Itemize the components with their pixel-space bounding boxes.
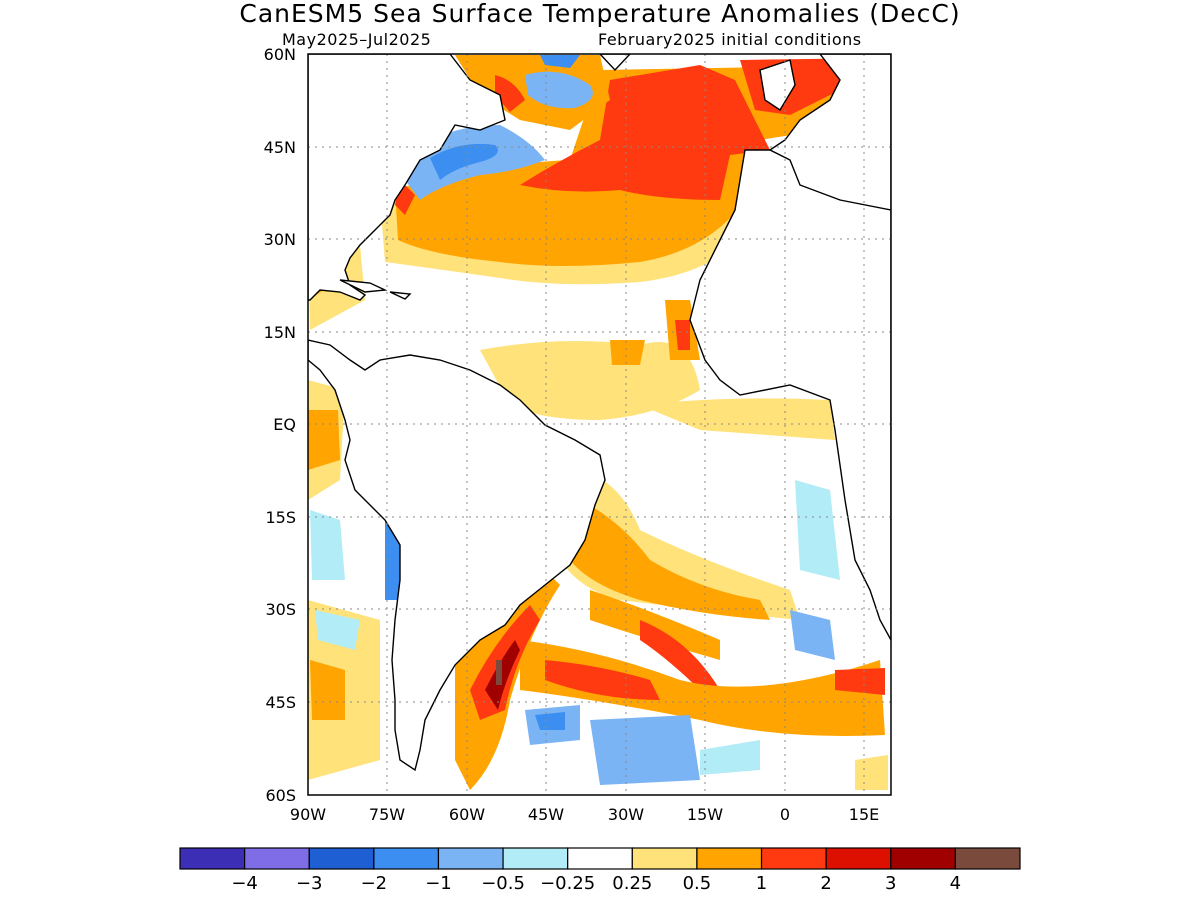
anomaly-region-benguela-cold (795, 480, 840, 580)
anomaly-region-labrador-blue-2 (540, 55, 580, 68)
greenland-land (599, 54, 631, 72)
lon-tick-label: 45W (528, 805, 564, 824)
colorbar-swatch (179, 847, 246, 870)
plot-frame (307, 53, 892, 796)
anomaly-region-south-atlantic-orange-1 (590, 590, 720, 660)
lat-tick-label: 45N (264, 138, 296, 157)
south-america-land (308, 339, 606, 772)
colorbar-label: 0.25 (612, 873, 652, 894)
anomaly-region-eastern-pacific-cold (310, 510, 345, 580)
anomaly-region-southeast-atlantic-cold (790, 610, 835, 660)
lat-tick-label: 60S (265, 786, 296, 805)
lat-tick-label: 60N (264, 45, 296, 64)
colorbar-label: −2 (361, 873, 388, 894)
colorbar-swatch (373, 847, 440, 870)
anomaly-region-confluence-core (496, 660, 502, 685)
anomaly-region-southern-cold-1-core (535, 712, 565, 730)
anomaly-region-eastern-pacific-orange (308, 410, 340, 470)
anomaly-region-tropical-north-pale (480, 341, 700, 420)
colorbar-label: −4 (231, 873, 258, 894)
colorbar-label: 1 (756, 873, 767, 894)
lon-tick-label: 15E (849, 805, 879, 824)
initial-conditions-label: February2025 initial conditions (598, 30, 862, 49)
africa-land (689, 149, 891, 641)
colorbar-swatch (567, 847, 633, 870)
land-masses (308, 54, 891, 772)
forecast-period-label: May2025–Jul2025 (282, 30, 431, 49)
lat-tick-label: 45S (265, 693, 296, 712)
colorbar-label: −1 (425, 873, 452, 894)
anomaly-region-southeast-pacific-orange (310, 660, 345, 720)
caribbean-island-1 (339, 279, 388, 293)
lat-tick-label: 30S (265, 600, 296, 619)
anomaly-region-equatorial-pale (640, 398, 835, 440)
anomaly-region-agulhas-red (835, 668, 885, 695)
anomaly-region-southern-warm (855, 755, 888, 790)
colorbar-swatch (696, 847, 763, 870)
anomaly-region-gulf-stream-cold-core (430, 143, 498, 180)
lon-tick-label: 30W (608, 805, 644, 824)
colorbar-swatch (308, 847, 375, 870)
lon-tick-label: 15W (687, 805, 723, 824)
colorbar-labels: −4 −3 −2 −1 −0.5 −0.25 0.25 0.5 1 2 3 4 (231, 873, 961, 894)
lon-tick-label: 0 (780, 805, 790, 824)
colorbar-swatch (244, 847, 310, 870)
anomaly-region-south-atlantic-red-1 (640, 620, 720, 695)
caribbean-island-2 (389, 291, 412, 300)
anomaly-region-north-atlantic-red (520, 65, 770, 200)
anomaly-region-labrador-red (495, 75, 525, 112)
colorbar-swatch (890, 847, 956, 870)
map-title: CanESM5 Sea Surface Temperature Anomalie… (239, 0, 960, 28)
lon-tick-label: 60W (449, 805, 485, 824)
lon-tick-label: 75W (369, 805, 405, 824)
lat-tick-label: EQ (273, 415, 296, 434)
colorbar-swatch (760, 847, 827, 870)
colorbar-label: −0.25 (540, 873, 595, 894)
colorbar-swatch (502, 847, 569, 870)
colorbar-label: −3 (296, 873, 323, 894)
colorbar-label: 3 (885, 873, 896, 894)
colorbar-swatch (825, 847, 892, 870)
latitude-axis: 60N 45N 30N 15N EQ 15S 30S 45S 60S (264, 45, 296, 805)
anomaly-region-southeast-pacific-cold (315, 610, 360, 650)
anomaly-region-tropical-north-orange (610, 340, 645, 365)
anomaly-region-south-atlantic-red-2 (545, 660, 660, 700)
lat-tick-label: 30N (264, 230, 296, 249)
anomaly-region-south-atlantic-orange-2 (520, 640, 885, 736)
anomaly-region-canary-red (675, 320, 690, 350)
anomaly-region-southern-cold-3 (700, 740, 760, 775)
colorbar-label: 2 (820, 873, 831, 894)
lat-tick-label: 15S (265, 508, 296, 527)
anomaly-region-confluence-dark-red (485, 640, 520, 710)
colorbar-label: 0.5 (683, 873, 712, 894)
colorbar-swatch (631, 847, 698, 870)
colorbar-swatch (954, 847, 1021, 870)
map-gridlines (308, 54, 891, 795)
lon-tick-label: 90W (290, 805, 326, 824)
anomaly-region-southern-cold-2 (590, 715, 700, 785)
plot-area (308, 54, 891, 795)
lat-tick-label: 15N (264, 323, 296, 342)
anomaly-region-brazil-orange (570, 500, 770, 620)
colorbar-label: 4 (950, 873, 961, 894)
anomaly-region-labrador-blue-1 (525, 71, 593, 109)
colorbar (179, 847, 1021, 870)
colorbar-label: −0.5 (481, 873, 525, 894)
colorbar-swatch (437, 847, 504, 870)
longitude-axis: 90W 75W 60W 45W 30W 15W 0 15E (290, 805, 879, 824)
